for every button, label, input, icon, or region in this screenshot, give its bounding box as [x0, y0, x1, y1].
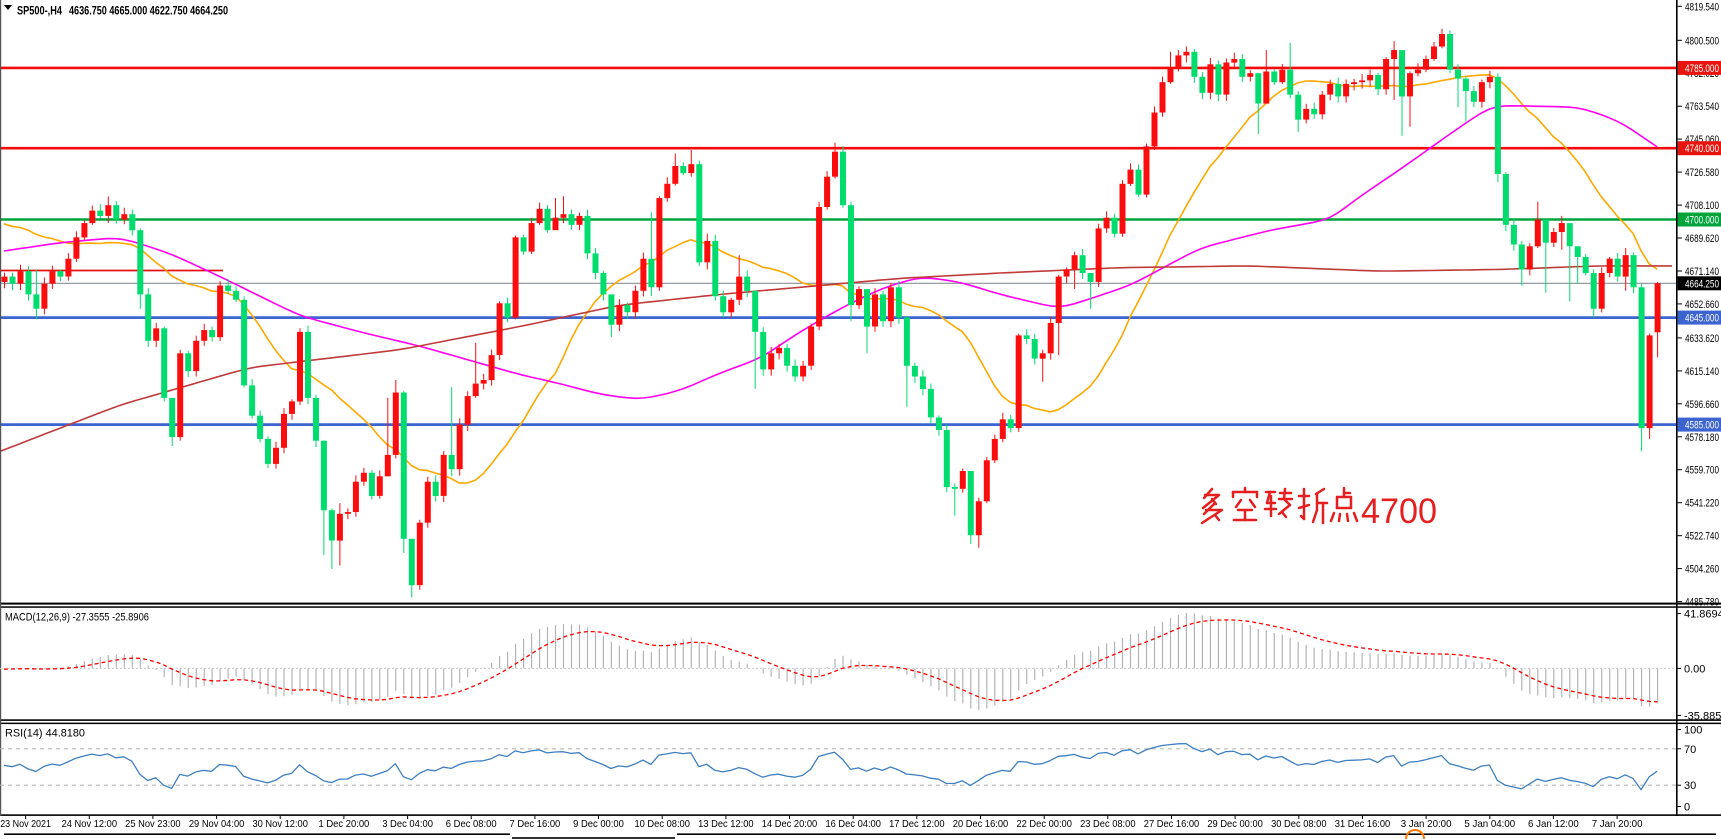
- svg-text:-35.8856: -35.8856: [1684, 710, 1721, 722]
- svg-text:4689.620: 4689.620: [1685, 233, 1719, 245]
- svg-text:30 Nov 12:00: 30 Nov 12:00: [252, 818, 308, 830]
- svg-text:41.8694: 41.8694: [1684, 609, 1721, 621]
- svg-text:10 Dec 08:00: 10 Dec 08:00: [634, 818, 690, 830]
- svg-text:17 Dec 12:00: 17 Dec 12:00: [889, 818, 945, 830]
- svg-text:4636.750 4665.000 4622.750 466: 4636.750 4665.000 4622.750 4664.250: [69, 6, 228, 18]
- svg-text:70: 70: [1684, 744, 1696, 756]
- svg-text:29 Dec 00:00: 29 Dec 00:00: [1207, 818, 1263, 830]
- svg-text:SP500-,H4: SP500-,H4: [17, 6, 62, 18]
- svg-text:9 Dec 00:00: 9 Dec 00:00: [573, 818, 624, 830]
- svg-text:4819.540: 4819.540: [1685, 1, 1719, 13]
- svg-text:31 Dec 16:00: 31 Dec 16:00: [1335, 818, 1391, 830]
- svg-text:5 Jan 04:00: 5 Jan 04:00: [1464, 818, 1515, 830]
- svg-text:4700: 4700: [1361, 492, 1437, 531]
- svg-text:0: 0: [1684, 802, 1690, 814]
- svg-text:4740.000: 4740.000: [1685, 143, 1719, 155]
- svg-text:29 Nov 04:00: 29 Nov 04:00: [189, 818, 245, 830]
- svg-text:MACD(12,26,9) -27.3555 -25.890: MACD(12,26,9) -27.3555 -25.8906: [5, 612, 149, 624]
- svg-text:4763.540: 4763.540: [1685, 101, 1719, 113]
- svg-text:4652.660: 4652.660: [1685, 299, 1719, 311]
- svg-text:RSI(14) 44.8180: RSI(14) 44.8180: [5, 728, 85, 740]
- svg-text:3 Jan 20:00: 3 Jan 20:00: [1401, 818, 1452, 830]
- svg-text:30 Dec 08:00: 30 Dec 08:00: [1271, 818, 1327, 830]
- svg-text:4645.000: 4645.000: [1685, 313, 1719, 325]
- svg-text:7 Dec 16:00: 7 Dec 16:00: [509, 818, 560, 830]
- svg-text:13 Dec 12:00: 13 Dec 12:00: [698, 818, 754, 830]
- svg-text:4578.180: 4578.180: [1685, 432, 1719, 444]
- svg-text:4585.000: 4585.000: [1685, 420, 1719, 432]
- svg-text:4504.260: 4504.260: [1685, 564, 1719, 576]
- svg-text:4541.220: 4541.220: [1685, 498, 1719, 510]
- svg-text:6 Dec 08:00: 6 Dec 08:00: [446, 818, 497, 830]
- svg-text:7 Jan 20:00: 7 Jan 20:00: [1592, 818, 1643, 830]
- svg-text:4785.000: 4785.000: [1685, 63, 1719, 75]
- svg-text:22 Dec 00:00: 22 Dec 00:00: [1016, 818, 1072, 830]
- svg-text:30: 30: [1684, 780, 1696, 792]
- svg-text:24 Nov 12:00: 24 Nov 12:00: [62, 818, 118, 830]
- svg-text:0.00: 0.00: [1684, 663, 1705, 675]
- svg-text:4671.140: 4671.140: [1685, 266, 1719, 278]
- svg-text:27 Dec 16:00: 27 Dec 16:00: [1144, 818, 1200, 830]
- svg-text:4522.740: 4522.740: [1685, 531, 1719, 543]
- svg-text:4700.000: 4700.000: [1685, 215, 1719, 227]
- svg-text:4726.580: 4726.580: [1685, 167, 1719, 179]
- svg-text:23 Nov 2021: 23 Nov 2021: [0, 818, 51, 830]
- svg-text:4485.780: 4485.780: [1685, 597, 1719, 609]
- svg-text:4633.620: 4633.620: [1685, 333, 1719, 345]
- svg-text:16 Dec 04:00: 16 Dec 04:00: [825, 818, 881, 830]
- svg-text:6 Jan 12:00: 6 Jan 12:00: [1528, 818, 1579, 830]
- svg-text:14 Dec 20:00: 14 Dec 20:00: [762, 818, 818, 830]
- svg-text:4800.500: 4800.500: [1685, 35, 1719, 47]
- svg-text:4559.700: 4559.700: [1685, 465, 1719, 477]
- svg-text:1 Dec 20:00: 1 Dec 20:00: [318, 818, 369, 830]
- svg-text:20 Dec 16:00: 20 Dec 16:00: [953, 818, 1009, 830]
- svg-text:25 Nov 23:00: 25 Nov 23:00: [125, 818, 181, 830]
- svg-text:4596.660: 4596.660: [1685, 399, 1719, 411]
- svg-text:100: 100: [1684, 725, 1702, 737]
- svg-text:4615.140: 4615.140: [1685, 366, 1719, 378]
- svg-text:4708.100: 4708.100: [1685, 200, 1719, 212]
- svg-text:23 Dec 08:00: 23 Dec 08:00: [1080, 818, 1136, 830]
- svg-text:3 Dec 04:00: 3 Dec 04:00: [382, 818, 433, 830]
- svg-text:4664.250: 4664.250: [1685, 278, 1719, 290]
